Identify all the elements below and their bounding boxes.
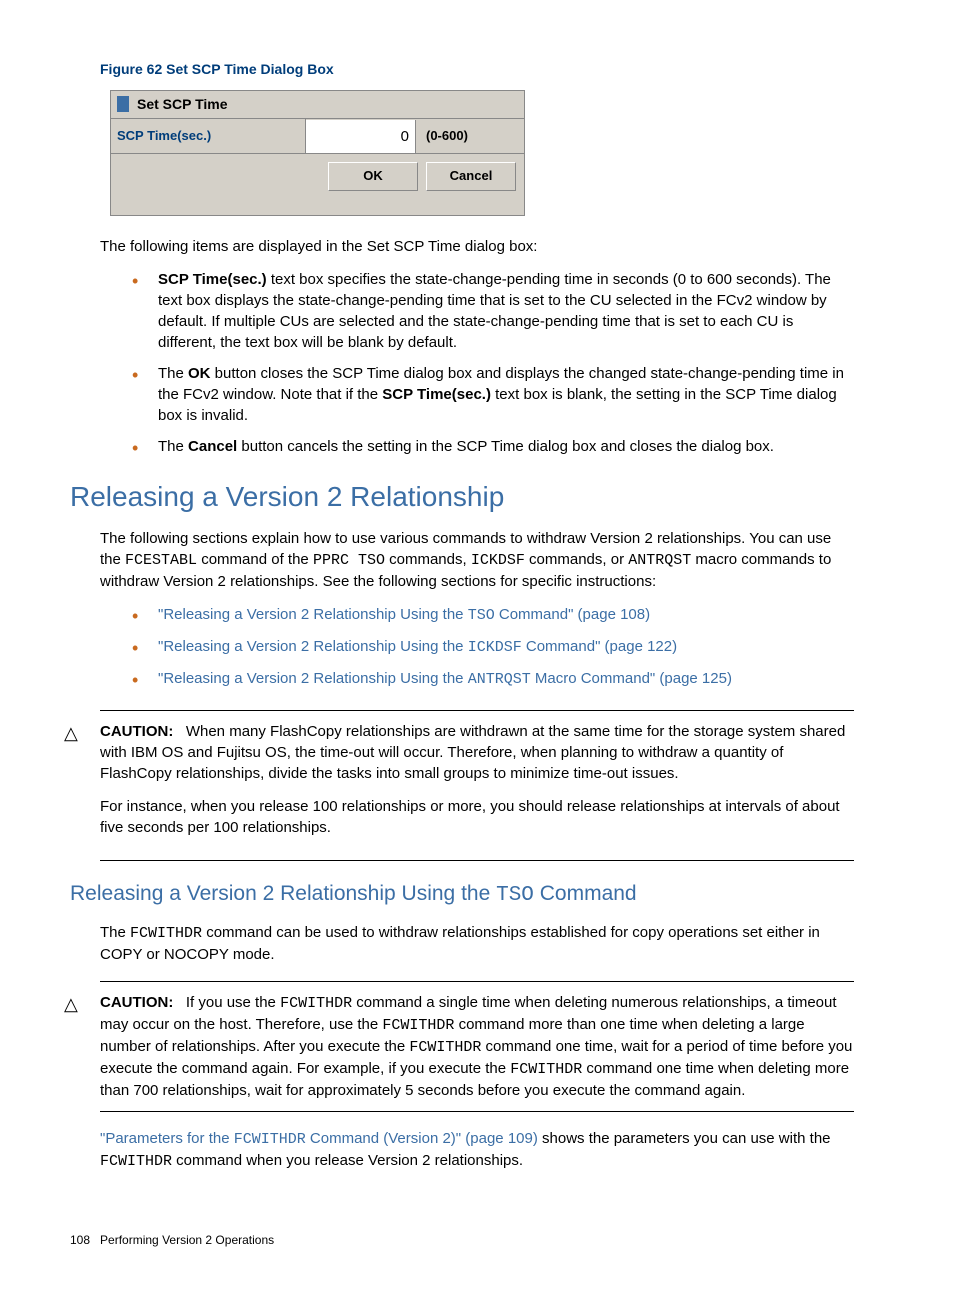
mono-text: FCESTABL	[125, 552, 197, 569]
xref-link[interactable]: "Parameters for the FCWITHDR Command (Ve…	[100, 1130, 538, 1147]
caution-text: When many FlashCopy relationships are wi…	[100, 723, 845, 782]
figure-caption: Figure 62 Set SCP Time Dialog Box	[100, 60, 854, 80]
item-text: The	[158, 365, 188, 382]
scp-time-input[interactable]: 0	[306, 120, 416, 153]
item-bold: SCP Time(sec.)	[158, 271, 267, 288]
dialog-items-list: SCP Time(sec.) text box specifies the st…	[100, 269, 854, 457]
dialog-body: SCP Time(sec.) 0 (0-600)	[111, 119, 524, 154]
mono-text: FCWITHDR	[100, 1153, 172, 1170]
page-footer: 108 Performing Version 2 Operations	[70, 1232, 854, 1249]
subsection-heading-tso: Releasing a Version 2 Relationship Using…	[70, 879, 854, 910]
caution-icon: △	[64, 992, 78, 1017]
dialog-titlebar: Set SCP Time	[111, 91, 524, 120]
xref-link[interactable]: "Releasing a Version 2 Relationship Usin…	[158, 638, 677, 655]
footer-label: Performing Version 2 Operations	[100, 1233, 274, 1247]
links-list: "Releasing a Version 2 Relationship Usin…	[100, 604, 854, 690]
text: commands,	[385, 551, 471, 568]
text: The	[100, 924, 130, 941]
dialog-icon	[117, 96, 129, 112]
list-item: "Releasing a Version 2 Relationship Usin…	[140, 668, 854, 690]
body-paragraph: "Parameters for the FCWITHDR Command (Ve…	[100, 1128, 854, 1172]
mono-text: PPRC TSO	[313, 552, 385, 569]
list-item: SCP Time(sec.) text box specifies the st…	[140, 269, 854, 353]
caution-block: △ CAUTION: When many FlashCopy relations…	[100, 710, 854, 861]
body-paragraph: The FCWITHDR command can be used to with…	[100, 922, 854, 965]
caution-icon: △	[64, 721, 78, 746]
ok-button[interactable]: OK	[328, 162, 418, 190]
mono-text: FCWITHDR	[130, 925, 202, 942]
caution-label: CAUTION:	[100, 994, 173, 1011]
xref-link[interactable]: "Releasing a Version 2 Relationship Usin…	[158, 670, 732, 687]
dialog-title-text: Set SCP Time	[137, 95, 228, 115]
item-bold: OK	[188, 365, 211, 382]
text: If you use the	[186, 994, 280, 1011]
caution-paragraph: CAUTION: When many FlashCopy relationshi…	[100, 721, 854, 784]
scp-time-label: SCP Time(sec.)	[111, 119, 306, 154]
scp-time-input-wrap: 0 (0-600)	[306, 120, 524, 154]
caution-label: CAUTION:	[100, 723, 173, 740]
mono-text: FCWITHDR	[409, 1039, 481, 1056]
caution-paragraph: For instance, when you release 100 relat…	[100, 796, 854, 838]
body-paragraph: The following sections explain how to us…	[100, 528, 854, 592]
caution-block: △ CAUTION: If you use the FCWITHDR comma…	[100, 981, 854, 1112]
item-text: button cancels the setting in the SCP Ti…	[237, 438, 774, 455]
mono-text: FCWITHDR	[510, 1061, 582, 1078]
intro-paragraph: The following items are displayed in the…	[100, 236, 854, 257]
section-heading-releasing: Releasing a Version 2 Relationship	[70, 477, 854, 516]
list-item: The Cancel button cancels the setting in…	[140, 436, 854, 457]
list-item: "Releasing a Version 2 Relationship Usin…	[140, 604, 854, 626]
dialog-buttons: OK Cancel	[111, 154, 524, 214]
cancel-button[interactable]: Cancel	[426, 162, 516, 190]
text: command of the	[197, 551, 313, 568]
text: commands, or	[525, 551, 628, 568]
scp-time-dialog: Set SCP Time SCP Time(sec.) 0 (0-600) OK…	[110, 90, 525, 216]
mono-text: FCWITHDR	[280, 995, 352, 1012]
page-number: 108	[70, 1233, 90, 1247]
text: command can be used to withdraw relation…	[100, 924, 820, 963]
xref-link[interactable]: "Releasing a Version 2 Relationship Usin…	[158, 606, 650, 623]
item-bold: Cancel	[188, 438, 237, 455]
caution-paragraph: CAUTION: If you use the FCWITHDR command…	[100, 992, 854, 1101]
mono-text: FCWITHDR	[382, 1017, 454, 1034]
item-bold: SCP Time(sec.)	[382, 386, 491, 403]
list-item: The OK button closes the SCP Time dialog…	[140, 363, 854, 426]
list-item: "Releasing a Version 2 Relationship Usin…	[140, 636, 854, 658]
scp-time-range: (0-600)	[416, 121, 478, 151]
mono-text: ICKDSF	[471, 552, 525, 569]
mono-text: ANTRQST	[628, 552, 691, 569]
text: command when you release Version 2 relat…	[172, 1152, 523, 1169]
item-text: The	[158, 438, 188, 455]
text: shows the parameters you can use with th…	[538, 1130, 831, 1147]
